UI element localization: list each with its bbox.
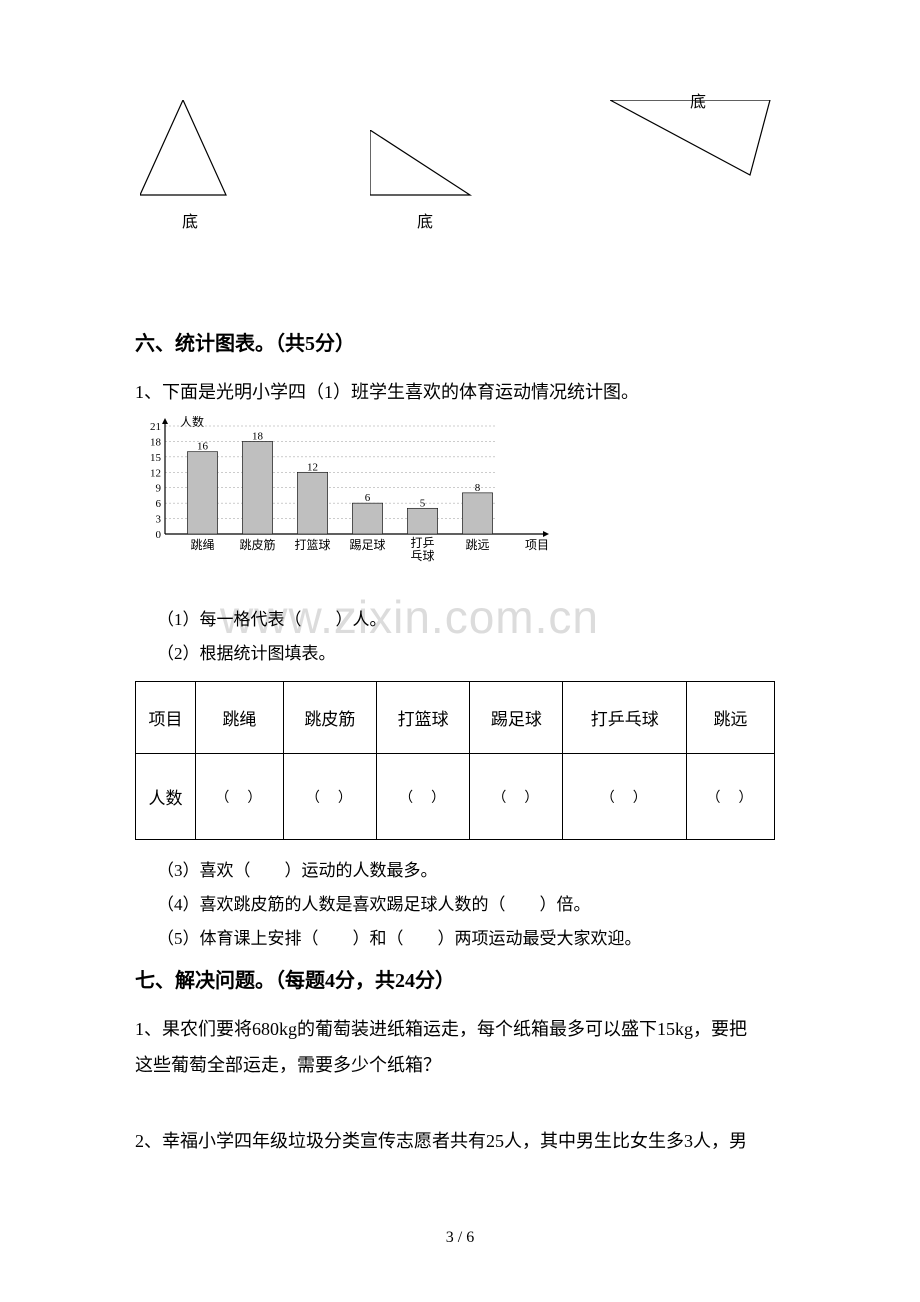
s6-q1: 1、下面是光明小学四（1）班学生喜欢的体育运动情况统计图。 xyxy=(135,374,785,410)
page-number: 3 / 6 xyxy=(0,1229,920,1247)
table-col-5: 打乒乓球 xyxy=(563,682,687,754)
s7-q1-l1: 1、果农们要将680kg的葡萄装进纸箱运走，每个纸箱最多可以盛下15kg，要把 xyxy=(135,1011,785,1047)
triangle-1-svg xyxy=(140,100,240,200)
svg-text:6: 6 xyxy=(156,498,162,510)
svg-text:6: 6 xyxy=(365,492,371,504)
svg-text:乓球: 乓球 xyxy=(410,549,434,563)
svg-text:0: 0 xyxy=(156,529,162,541)
svg-text:5: 5 xyxy=(420,497,426,509)
s6-sub1: （1）每一格代表（ ）人。 xyxy=(157,603,785,637)
table-col-3: 打篮球 xyxy=(377,682,470,754)
table-row-label-1: 项目 xyxy=(136,682,196,754)
svg-text:18: 18 xyxy=(150,436,162,448)
bar-chart-svg: 人数 0 3 6 9 12 15 18 21 16 跳绳 18 跳皮筋 12 打篮球 6 踢足球 5 打乒乓球 8 跳远… xyxy=(135,416,565,586)
svg-text:8: 8 xyxy=(475,482,481,494)
triangles-figure: 底 底 底 xyxy=(135,100,785,232)
svg-text:跳皮筋: 跳皮筋 xyxy=(239,537,275,552)
triangle-2-label: 底 xyxy=(417,208,433,232)
s7-q2-l1: 2、幸福小学四年级垃圾分类宣传志愿者共有25人，其中男生比女生多3人，男 xyxy=(135,1123,785,1159)
table-col-4: 踢足球 xyxy=(470,682,563,754)
s6-sub3: （3）喜欢（ ）运动的人数最多。 xyxy=(157,854,785,888)
triangle-2: 底 xyxy=(370,130,480,232)
table-value-row: 人数 （ ） （ ） （ ） （ ） （ ） （ ） xyxy=(136,754,775,840)
svg-text:跳远: 跳远 xyxy=(465,538,489,552)
svg-text:12: 12 xyxy=(150,467,161,479)
table-row-label-2: 人数 xyxy=(136,754,196,840)
table-cell-1: （ ） xyxy=(196,754,284,840)
table-col-1: 跳绳 xyxy=(196,682,284,754)
table-cell-4: （ ） xyxy=(470,754,563,840)
svg-text:15: 15 xyxy=(150,452,162,464)
table-cell-5: （ ） xyxy=(563,754,687,840)
triangle-3: 底 xyxy=(610,100,780,232)
svg-text:12: 12 xyxy=(307,461,318,473)
table-cell-3: （ ） xyxy=(377,754,470,840)
svg-text:16: 16 xyxy=(197,441,209,453)
svg-text:打乒: 打乒 xyxy=(410,536,434,550)
triangle-2-svg xyxy=(370,130,480,200)
bar-chart: 人数 0 3 6 9 12 15 18 21 16 跳绳 18 跳皮筋 12 打篮球 6 踢足球 5 打乒乓球 8 跳远… xyxy=(135,416,785,591)
s6-sub5: （5）体育课上安排（ ）和（ ）两项运动最受大家欢迎。 xyxy=(157,922,785,956)
section-6-title: 六、统计图表。（共5分） xyxy=(135,327,785,356)
s6-sub4: （4）喜欢跳皮筋的人数是喜欢踢足球人数的（ ）倍。 xyxy=(157,888,785,922)
triangle-3-svg xyxy=(610,100,780,185)
svg-text:打篮球: 打篮球 xyxy=(294,537,330,552)
triangle-3-label: 底 xyxy=(690,88,706,112)
section-7-title: 七、解决问题。（每题4分，共24分） xyxy=(135,964,785,993)
table-header-row: 项目 跳绳 跳皮筋 打篮球 踢足球 打乒乓球 跳远 xyxy=(136,682,775,754)
svg-text:踢足球: 踢足球 xyxy=(349,538,385,552)
triangle-1: 底 xyxy=(140,100,240,232)
triangle-1-label: 底 xyxy=(182,208,198,232)
svg-text:3: 3 xyxy=(156,514,162,526)
s7-q1-l2: 这些葡萄全部运走，需要多少个纸箱？ xyxy=(135,1047,785,1083)
svg-text:跳绳: 跳绳 xyxy=(190,538,214,552)
svg-text:人数: 人数 xyxy=(180,416,204,429)
svg-text:项目: 项目 xyxy=(525,538,549,552)
svg-text:18: 18 xyxy=(252,430,264,442)
table-col-6: 跳远 xyxy=(687,682,775,754)
svg-text:9: 9 xyxy=(156,483,162,495)
page-content: 底 底 底 六、统计图表。（共5分） 1、下面是光明小学四（1）班学生喜欢的体育… xyxy=(0,0,920,1159)
table-col-2: 跳皮筋 xyxy=(283,682,376,754)
svg-text:21: 21 xyxy=(150,421,161,433)
table-cell-6: （ ） xyxy=(687,754,775,840)
table-cell-2: （ ） xyxy=(283,754,376,840)
sports-table: 项目 跳绳 跳皮筋 打篮球 踢足球 打乒乓球 跳远 人数 （ ） （ ） （ ）… xyxy=(135,681,775,840)
s6-sub2: （2）根据统计图填表。 xyxy=(157,637,785,671)
